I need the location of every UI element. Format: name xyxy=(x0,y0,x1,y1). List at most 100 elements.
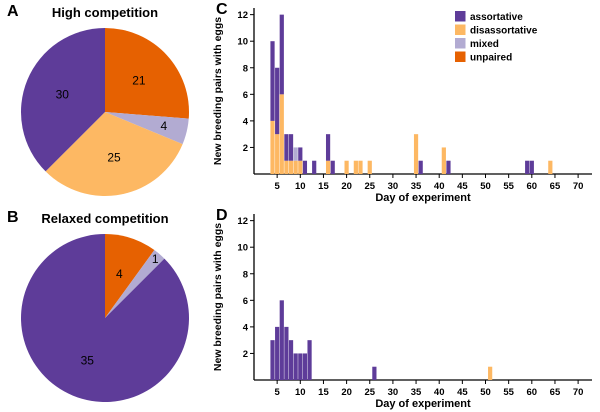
x-tick-label: 35 xyxy=(411,387,422,398)
x-tick-label: 35 xyxy=(411,181,422,192)
bar-segment-disassortative xyxy=(488,366,493,380)
bar-segment-assortative xyxy=(529,160,534,174)
x-axis-label: Day of experiment xyxy=(375,192,471,204)
x-tick-label: 55 xyxy=(503,387,514,398)
panel-c: C 5 10 15 20 25 30 35 40 45 50 55 60 65 70 2 4 6 8 10 12 Day… xyxy=(210,0,600,206)
bar-segment-assortative xyxy=(288,134,294,161)
bar-segment-assortative xyxy=(279,300,284,380)
pie-slice-value-assortative: 30 xyxy=(56,87,70,101)
bar-segment-assortative xyxy=(284,134,289,161)
bar-segment-disassortative xyxy=(413,134,419,174)
y-tick-label: 2 xyxy=(243,143,248,154)
y-tick-label: 4 xyxy=(243,322,249,333)
bar-segment-assortative xyxy=(293,353,298,380)
bar-segment-assortative xyxy=(302,353,308,380)
x-tick-label: 70 xyxy=(573,181,584,192)
x-tick-label: 70 xyxy=(573,387,584,398)
x-tick-label: 20 xyxy=(341,181,352,192)
bar-segment-disassortative xyxy=(288,160,294,174)
x-tick-label: 60 xyxy=(527,387,538,398)
y-tick-label: 4 xyxy=(243,116,249,127)
x-tick-label: 50 xyxy=(480,181,491,192)
bar-segment-assortative xyxy=(446,160,451,174)
bar-segment-assortative xyxy=(330,160,335,174)
x-tick-label: 55 xyxy=(503,181,514,192)
bar-segment-assortative xyxy=(418,160,423,174)
panel-d: D 5 10 15 20 25 30 35 40 45 50 55 60 65 70 2 4 6 8 10 12 Day… xyxy=(210,206,600,412)
y-tick-label: 6 xyxy=(243,296,248,307)
bar-segment-assortative xyxy=(298,353,303,380)
x-tick-label: 50 xyxy=(480,387,491,398)
x-tick-label: 25 xyxy=(364,181,375,192)
pie-slice-assortative xyxy=(20,28,106,172)
bar-segment-assortative xyxy=(279,14,284,95)
bar-segment-assortative xyxy=(325,134,331,161)
y-tick-label: 8 xyxy=(243,269,248,280)
bar-segment-assortative xyxy=(525,160,530,174)
x-axis-label: Day of experiment xyxy=(375,398,471,410)
x-tick-label: 65 xyxy=(550,387,561,398)
pie-title-high-competition: High competition xyxy=(51,5,159,20)
legend-swatch-unpaired xyxy=(455,51,466,62)
x-tick-label: 45 xyxy=(457,387,468,398)
pie-slice-assortative xyxy=(21,234,190,402)
legend-swatch-assortative xyxy=(455,11,466,22)
bar-segment-assortative xyxy=(307,340,312,380)
x-tick-label: 25 xyxy=(364,387,375,398)
pie-slice-mixed xyxy=(105,112,189,145)
pie-slice-value-mixed: 1 xyxy=(152,252,159,266)
bar-segment-assortative xyxy=(284,326,289,380)
pie-slice-unpaired xyxy=(105,234,155,318)
bar-segment-disassortative xyxy=(367,160,372,174)
bar-segment-assortative xyxy=(288,340,294,380)
panel-b: B Relaxed competition 4 1 35 xyxy=(0,206,210,412)
x-tick-label: 15 xyxy=(318,387,329,398)
bar-segment-disassortative xyxy=(548,160,553,174)
bar-segment-disassortative xyxy=(344,160,349,174)
pie-chart-relaxed-competition: 4 1 35 xyxy=(21,234,190,402)
bar-segment-assortative xyxy=(270,340,275,380)
legend-label-disassortative: disassortative xyxy=(470,26,538,37)
bar-segment-assortative xyxy=(275,326,280,380)
pie-slice-unpaired xyxy=(105,28,189,119)
x-tick-label: 15 xyxy=(318,181,329,192)
x-tick-label: 5 xyxy=(275,181,281,192)
panel-label-a: A xyxy=(7,3,19,20)
bar-segment-disassortative xyxy=(325,160,331,174)
bar-segment-disassortative xyxy=(441,147,446,174)
bar-segment-assortative xyxy=(302,160,308,174)
bar-segment-mixed xyxy=(293,147,298,161)
y-tick-label: 10 xyxy=(237,37,248,48)
y-axis-label: New breeding pairs with eggs xyxy=(212,223,224,371)
x-tick-label: 40 xyxy=(434,181,445,192)
panel-a: A High competition 21 4 25 30 xyxy=(0,0,210,206)
y-tick-label: 6 xyxy=(243,90,248,101)
pie-slice-value-assortative: 35 xyxy=(81,354,95,368)
pie-chart-high-competition: 21 4 25 30 xyxy=(20,28,189,197)
x-tick-label: 30 xyxy=(388,181,399,192)
panel-label-d: D xyxy=(216,207,228,224)
y-tick-label: 10 xyxy=(237,243,248,254)
pie-slice-disassortative xyxy=(45,112,183,197)
panel-label-c: C xyxy=(216,1,228,18)
pie-slice-value-mixed: 4 xyxy=(160,119,167,133)
legend-label-mixed: mixed xyxy=(470,39,499,50)
bar-chart-relaxed-competition: 5 10 15 20 25 30 35 40 45 50 55 60 65 70 2 4 6 8 10 12 Day o… xyxy=(212,214,592,410)
x-tick-label: 10 xyxy=(295,387,306,398)
pie-slice-value-disassortative: 25 xyxy=(107,150,121,164)
legend-label-assortative: assortative xyxy=(470,12,523,23)
x-tick-label: 65 xyxy=(550,181,561,192)
y-axis-label: New breeding pairs with eggs xyxy=(212,17,224,165)
y-tick-label: 12 xyxy=(237,216,248,227)
bar-segment-assortative xyxy=(275,67,280,135)
pie-slice-mixed xyxy=(105,250,165,318)
bar-segment-disassortative xyxy=(275,134,280,174)
bar-segment-disassortative xyxy=(279,94,284,174)
y-tick-label: 8 xyxy=(243,63,248,74)
x-tick-label: 30 xyxy=(388,387,399,398)
x-tick-label: 60 xyxy=(527,181,538,192)
bar-segment-disassortative xyxy=(270,120,275,174)
bar-segment-disassortative xyxy=(293,160,298,174)
bar-segment-assortative xyxy=(312,160,317,174)
